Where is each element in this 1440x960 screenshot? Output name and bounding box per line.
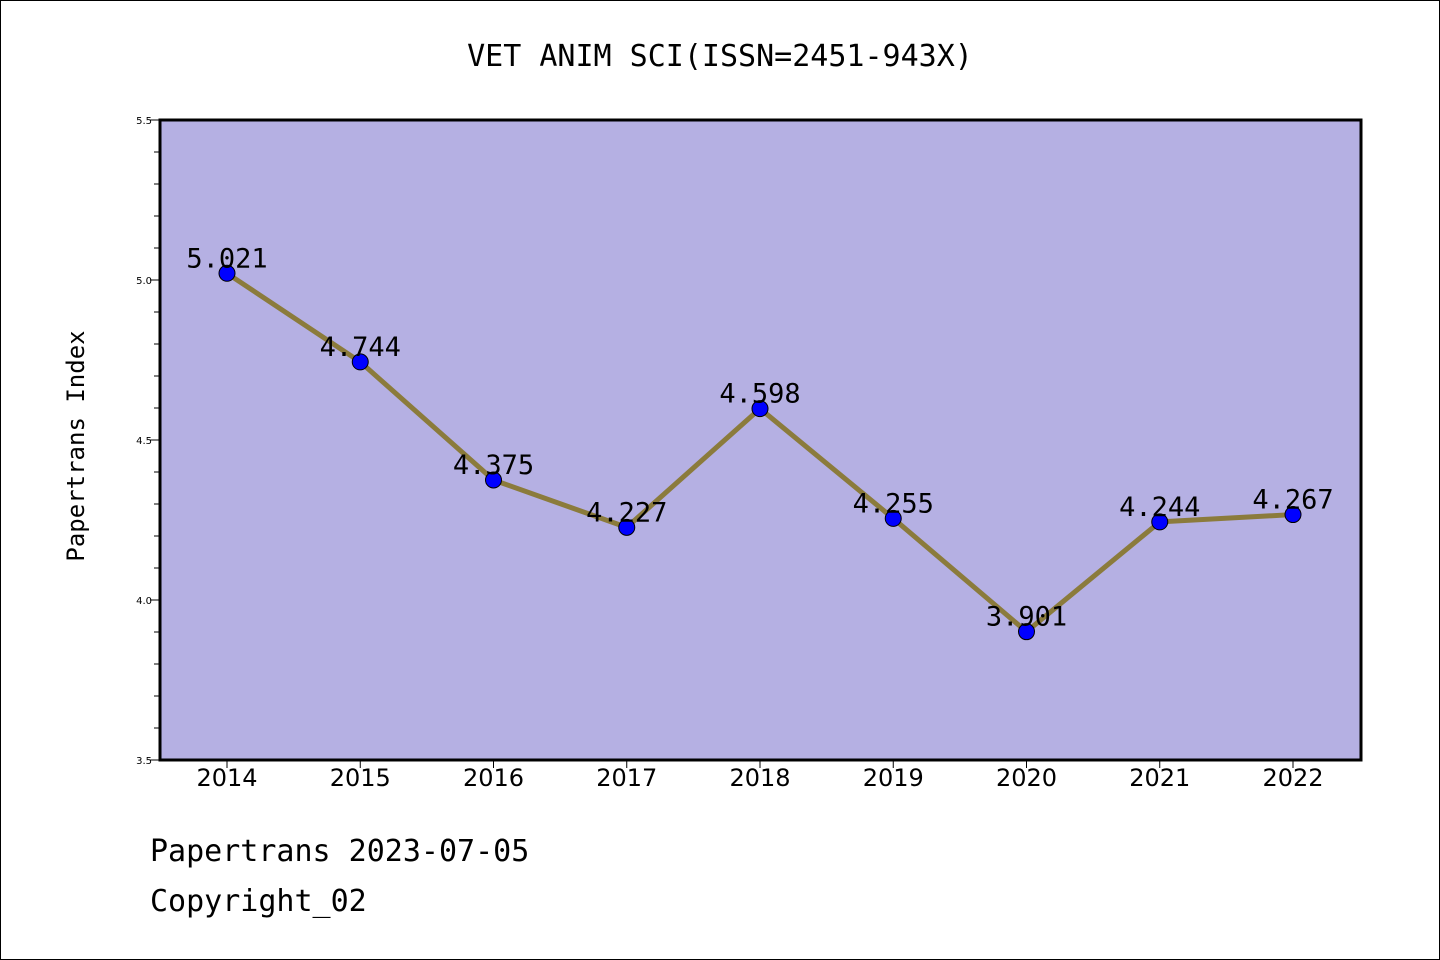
x-tick-label: 2021 [1129,764,1190,792]
data-label: 4.255 [853,488,934,519]
x-tick-label: 2014 [196,764,257,792]
x-axis: 2014 2015 2016 2017 2018 2019 2020 2021 2022 [196,760,1324,792]
data-point [1018,623,1035,641]
data-point [351,353,369,371]
y-tick-label: 5.5 [136,116,152,127]
data-label: 4.267 [1252,485,1333,516]
chart-title: VET ANIM SCI(ISSN=2451-943X) [467,39,973,74]
data-label: 3.901 [986,602,1067,633]
data-point [751,400,769,418]
data-labels: 5.021 4.744 4.375 4.227 4.598 4.255 3.901 4.244… [186,243,1333,632]
y-tick-label: 5.0 [136,276,152,287]
data-point [1284,506,1302,524]
plot-area [158,118,1363,762]
data-point [218,264,236,282]
y-axis-label: Papertrans Index [62,330,90,561]
data-point [485,471,502,489]
x-tick-label: 2017 [596,764,657,792]
data-label: 4.244 [1119,492,1200,523]
y-axis: 3.5 4.0 4.5 5.0 5.5 [136,116,160,767]
footer-date: Papertrans 2023-07-05 [150,834,530,869]
x-tick-label: 2018 [729,764,790,792]
data-label: 4.375 [453,450,534,481]
data-label: 5.021 [186,243,267,274]
x-tick-label: 2015 [330,764,391,792]
data-label: 4.598 [719,379,800,410]
x-tick-label: 2019 [863,764,924,792]
series-markers [218,264,1302,641]
y-tick-label: 4.5 [136,436,152,447]
footer-copyright: Copyright_02 [150,884,367,919]
data-point [618,518,636,536]
x-tick-label: 2020 [996,764,1057,792]
x-tick-label: 2022 [1262,764,1323,792]
data-label: 4.227 [586,497,667,528]
data-point [884,509,902,527]
data-point [1151,513,1169,531]
y-tick-label: 4.0 [136,596,152,607]
y-tick-label: 3.5 [136,756,152,767]
x-tick-label: 2016 [463,764,524,792]
data-label: 4.744 [320,332,401,363]
